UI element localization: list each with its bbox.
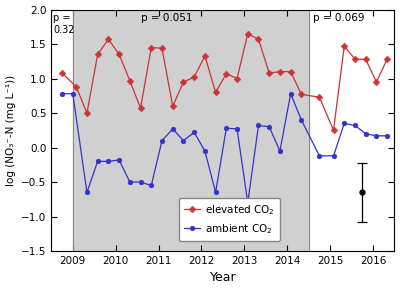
Legend: elevated CO$_2$, ambient CO$_2$: elevated CO$_2$, ambient CO$_2$ [179, 198, 280, 241]
ambient CO$_2$ [170, 127, 175, 131]
elevated CO$_2$ [385, 57, 390, 61]
elevated CO$_2$ [84, 111, 89, 115]
elevated CO$_2$ [342, 44, 347, 48]
ambient CO$_2$ [70, 92, 75, 95]
elevated CO$_2$ [213, 90, 218, 94]
elevated CO$_2$ [224, 72, 229, 75]
Text: p =
0.32: p = 0.32 [54, 13, 75, 35]
ambient CO$_2$ [138, 180, 143, 184]
ambient CO$_2$ [256, 124, 261, 127]
elevated CO$_2$ [60, 71, 64, 75]
ambient CO$_2$ [245, 201, 250, 204]
ambient CO$_2$ [128, 180, 132, 184]
ambient CO$_2$ [317, 154, 322, 157]
ambient CO$_2$ [235, 127, 240, 131]
elevated CO$_2$ [128, 79, 132, 82]
elevated CO$_2$ [106, 37, 111, 41]
Text: p = 0.051: p = 0.051 [141, 13, 193, 23]
ambient CO$_2$ [149, 184, 154, 187]
elevated CO$_2$ [317, 95, 322, 99]
elevated CO$_2$ [299, 93, 304, 96]
ambient CO$_2$ [60, 92, 64, 95]
ambient CO$_2$ [160, 139, 164, 142]
Bar [73, 10, 309, 251]
elevated CO$_2$ [117, 53, 122, 56]
elevated CO$_2$ [235, 77, 240, 80]
elevated CO$_2$ [138, 106, 143, 110]
Line: elevated CO$_2$: elevated CO$_2$ [60, 31, 390, 133]
elevated CO$_2$ [288, 70, 293, 73]
ambient CO$_2$ [224, 126, 229, 130]
ambient CO$_2$ [84, 191, 89, 194]
elevated CO$_2$ [181, 80, 186, 84]
ambient CO$_2$ [278, 149, 282, 153]
ambient CO$_2$ [288, 92, 293, 95]
elevated CO$_2$ [95, 53, 100, 56]
ambient CO$_2$ [331, 154, 336, 157]
ambient CO$_2$ [213, 191, 218, 194]
elevated CO$_2$ [74, 85, 79, 88]
elevated CO$_2$ [170, 104, 175, 108]
elevated CO$_2$ [256, 37, 261, 41]
ambient CO$_2$ [95, 160, 100, 163]
elevated CO$_2$ [352, 57, 357, 61]
ambient CO$_2$ [181, 139, 186, 142]
ambient CO$_2$ [202, 149, 207, 153]
ambient CO$_2$ [352, 124, 357, 127]
ambient CO$_2$ [363, 132, 368, 135]
elevated CO$_2$ [267, 71, 272, 75]
Text: p = 0.069: p = 0.069 [313, 13, 364, 23]
elevated CO$_2$ [192, 75, 196, 79]
ambient CO$_2$ [117, 158, 122, 162]
ambient CO$_2$ [385, 134, 390, 137]
ambient CO$_2$ [267, 125, 272, 128]
elevated CO$_2$ [278, 70, 282, 73]
ambient CO$_2$ [299, 118, 304, 122]
ambient CO$_2$ [106, 160, 111, 163]
ambient CO$_2$ [342, 122, 347, 125]
Line: ambient CO$_2$: ambient CO$_2$ [60, 91, 390, 205]
elevated CO$_2$ [160, 46, 164, 50]
elevated CO$_2$ [202, 54, 207, 57]
elevated CO$_2$ [374, 80, 379, 84]
elevated CO$_2$ [245, 32, 250, 35]
X-axis label: Year: Year [210, 271, 236, 284]
ambient CO$_2$ [192, 130, 196, 134]
elevated CO$_2$ [331, 128, 336, 132]
ambient CO$_2$ [374, 134, 379, 137]
Y-axis label: log (NO₃⁻-N (mg L⁻¹)): log (NO₃⁻-N (mg L⁻¹)) [6, 75, 16, 186]
elevated CO$_2$ [149, 46, 154, 49]
elevated CO$_2$ [363, 57, 368, 61]
